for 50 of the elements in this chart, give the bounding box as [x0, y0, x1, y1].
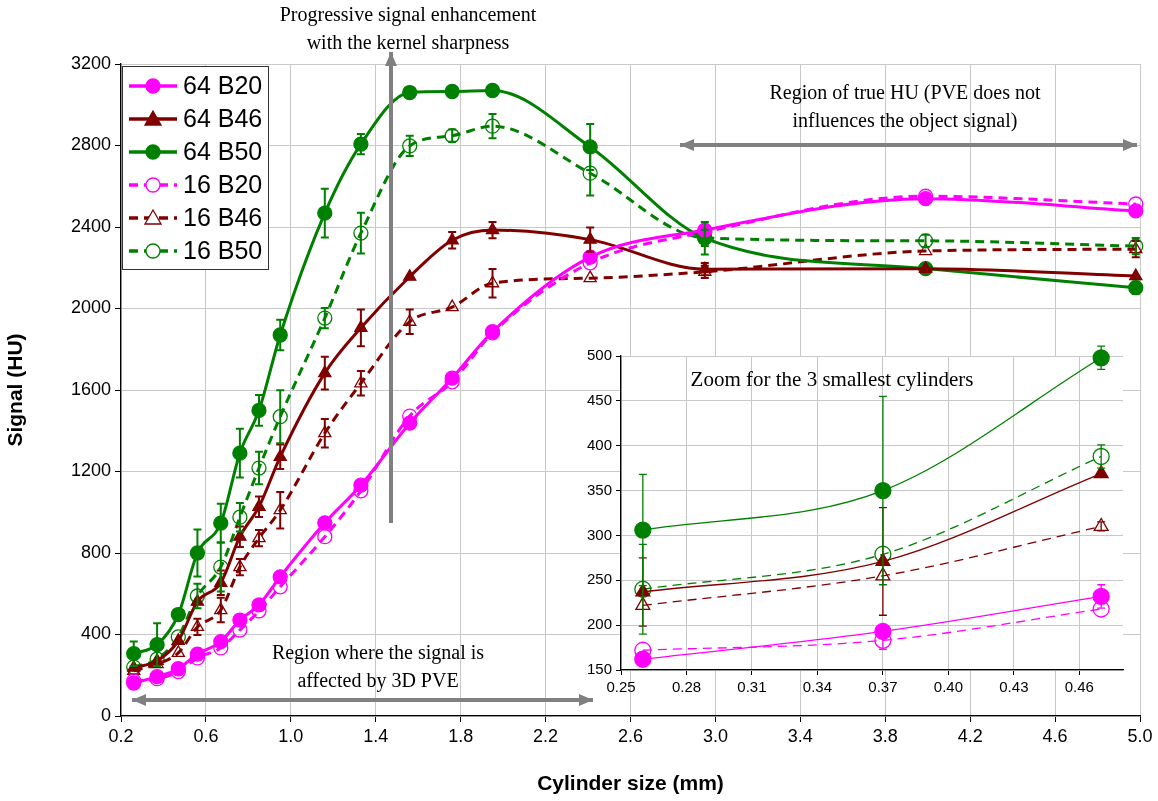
x-tick-label: 1.8 [448, 725, 474, 746]
y-tick-label: 3200 [70, 52, 111, 73]
y-tick-label: 2800 [70, 134, 111, 155]
legend-label: 16 B20 [183, 170, 263, 199]
x-tick-label: 0.25 [606, 678, 636, 696]
legend-label: 64 B20 [183, 71, 263, 100]
x-tick-label: 1.4 [363, 725, 389, 746]
annotation: Region of true HU (PVE does not influences the object signal) [768, 80, 1042, 134]
y-tick-label: 800 [80, 541, 111, 562]
y-tick-label: 500 [586, 346, 612, 364]
x-axis-title: Cylinder size (mm) [537, 771, 724, 795]
annotation: Region where the signal is affected by 3D PVE [270, 640, 486, 694]
x-tick-label: 5.0 [1127, 725, 1153, 746]
x-tick-label: 3.8 [872, 725, 898, 746]
y-tick-label: 0 [100, 704, 111, 725]
y-tick-label: 300 [586, 525, 612, 543]
x-tick-label: 0.31 [737, 678, 767, 696]
x-tick-label: 0.46 [1064, 678, 1094, 696]
x-tick-label: 0.6 [193, 725, 219, 746]
y-tick-label: 250 [586, 570, 612, 588]
y-tick-label: 400 [586, 435, 612, 453]
x-tick-label: 1.0 [278, 725, 304, 746]
y-axis-title: Signal (HU) [3, 333, 27, 447]
legend-label: 64 B50 [183, 137, 263, 166]
y-tick-label: 200 [586, 615, 612, 633]
y-tick-label: 2400 [70, 215, 111, 236]
x-tick-label: 3.4 [787, 725, 813, 746]
y-tick-label: 2000 [70, 297, 111, 318]
legend-label: 16 B50 [183, 236, 263, 265]
x-tick-label: 0.37 [868, 678, 898, 696]
x-tick-label: 2.2 [533, 725, 559, 746]
y-tick-label: 1600 [70, 378, 111, 399]
x-tick-label: 4.6 [1042, 725, 1068, 746]
x-tick-label: 0.43 [999, 678, 1029, 696]
text: Zoom for the 3 smallest cylinders [690, 367, 974, 392]
x-tick-label: 0.34 [802, 678, 833, 696]
y-tick-label: 350 [586, 480, 612, 498]
legend-label: 64 B46 [183, 104, 263, 133]
x-tick-label: 2.6 [617, 725, 644, 746]
text: Progressive signal enhancement with the kernel sharpness [278, 2, 538, 56]
y-tick-label: 450 [586, 391, 612, 408]
x-tick-label: 3.0 [702, 725, 728, 746]
y-tick-label: 400 [80, 623, 111, 644]
y-tick-label: 150 [586, 660, 612, 678]
legend-label: 16 B46 [183, 203, 263, 232]
x-tick-label: 0.2 [108, 725, 134, 746]
x-tick-label: 0.28 [671, 678, 702, 696]
y-tick-label: 1200 [70, 460, 111, 481]
x-tick-label: 0.40 [933, 678, 963, 696]
x-tick-label: 4.2 [957, 725, 983, 746]
